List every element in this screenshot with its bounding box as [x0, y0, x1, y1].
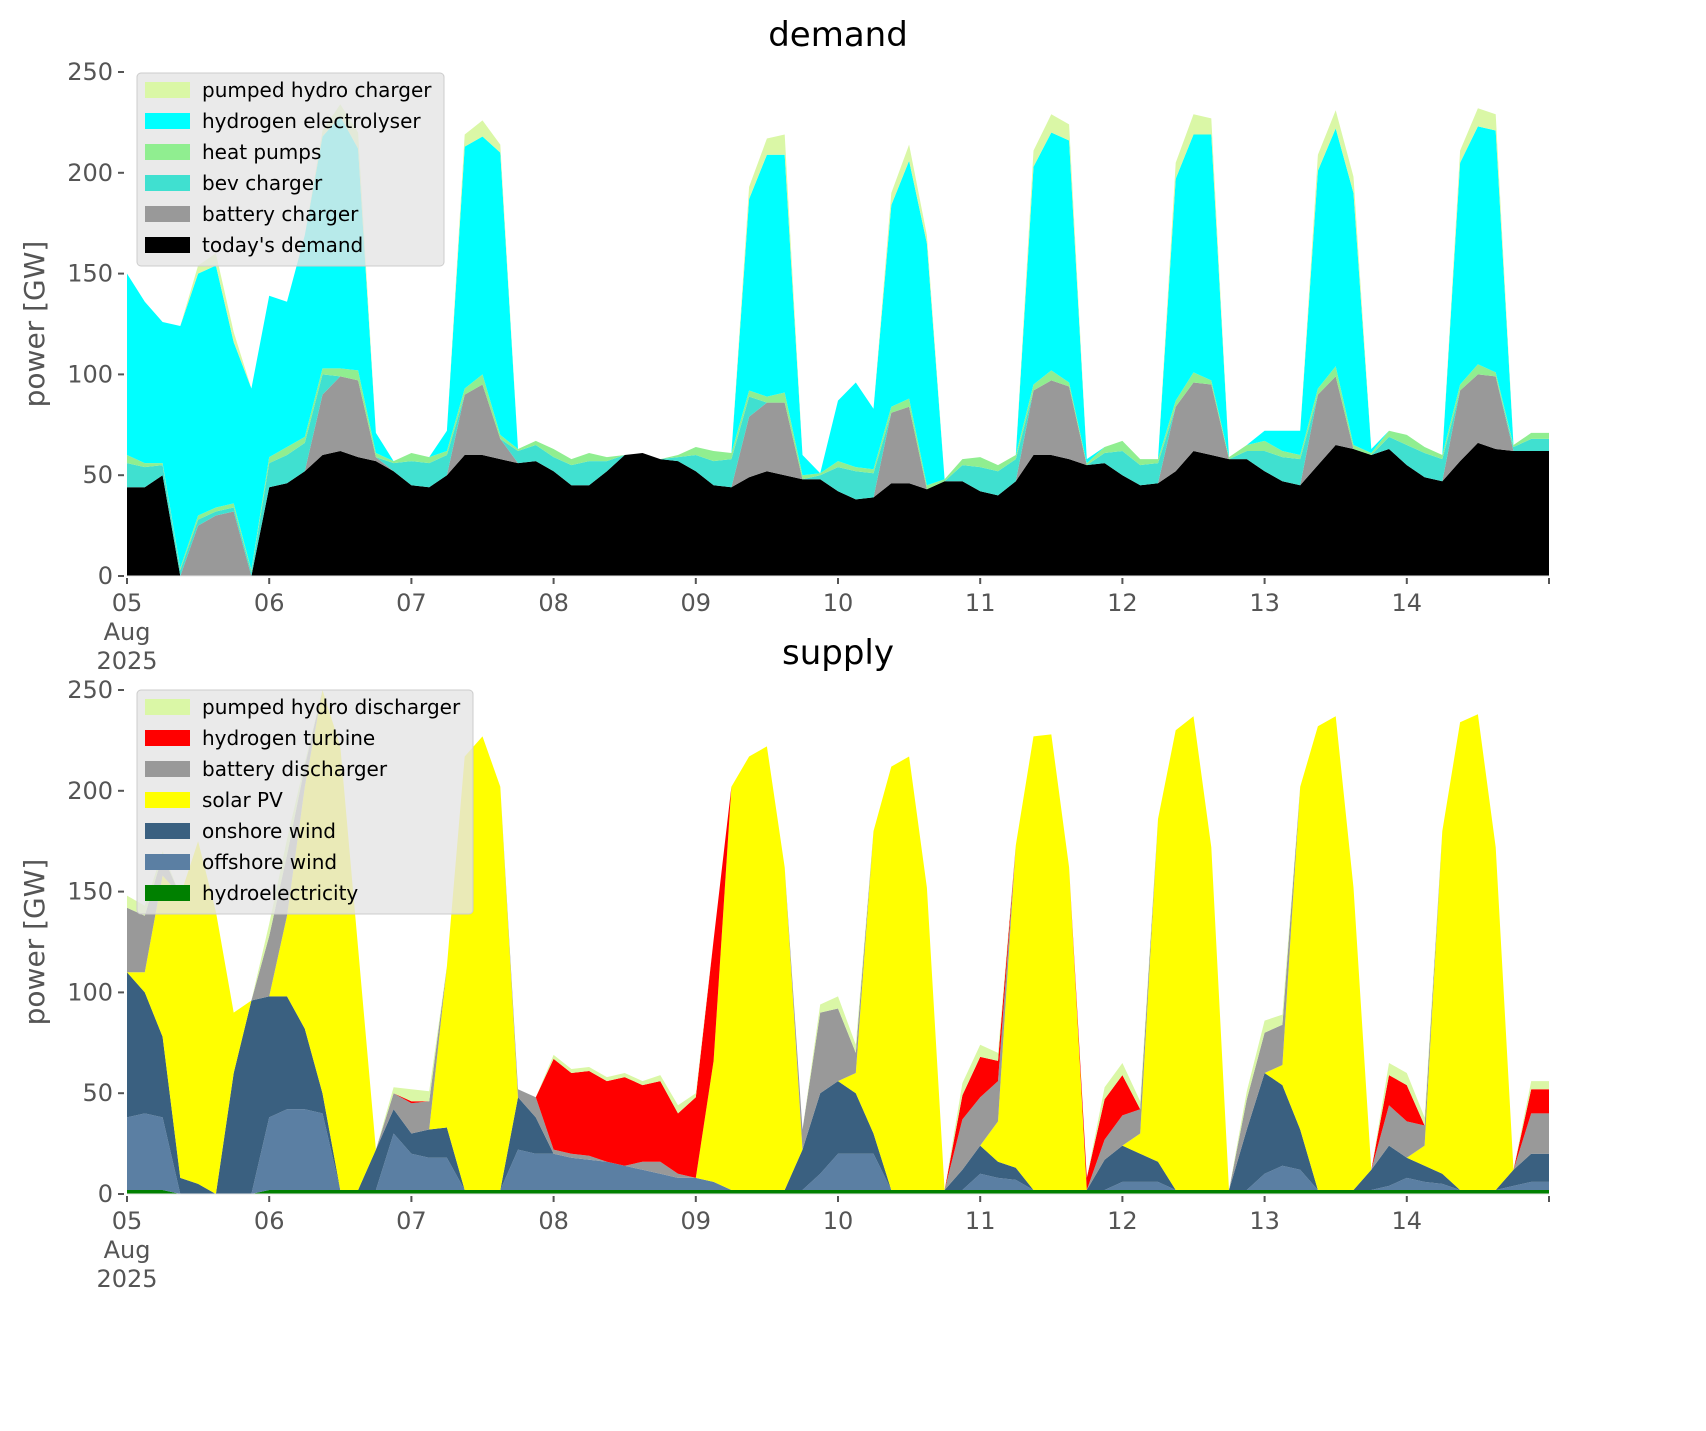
y-tick-label: 200: [67, 159, 113, 187]
area-battery-charger: [127, 374, 1549, 576]
area-hydrogen-electrolyser: [127, 116, 1549, 571]
y-tick-label: 0: [98, 562, 113, 590]
x-tick-label: 05: [112, 589, 143, 617]
x-tick-label: 10: [823, 1207, 854, 1235]
x-tick-label: Aug: [104, 618, 151, 646]
area-today-s-demand: [127, 442, 1549, 576]
legend-box: [136, 72, 445, 267]
legend-box: [136, 689, 474, 915]
legend: pumped hydro discharger hydrogen turbine b…: [136, 689, 474, 915]
x-tick-label: 09: [681, 589, 712, 617]
legend-label: today's demand: [202, 233, 363, 257]
x-tick-label: 11: [965, 1207, 996, 1235]
legend-label: battery discharger: [202, 757, 388, 781]
y-tick-label: 250: [67, 58, 113, 86]
x-tick-label: 08: [538, 589, 569, 617]
x-tick-label: 07: [396, 1207, 427, 1235]
area-onshore-wind: [127, 972, 1549, 1194]
legend: pumped hydro charger hydrogen electrolyse…: [136, 72, 445, 267]
y-tick-label: 100: [67, 360, 113, 388]
x-tick-label: 07: [396, 589, 427, 617]
legend-label: onshore wind: [202, 819, 336, 843]
x-tick-label: 14: [1392, 1207, 1423, 1235]
legend-swatch: [145, 82, 190, 98]
x-tick-label: 06: [254, 589, 285, 617]
legend-swatch: [145, 761, 190, 777]
area-offshore-wind: [127, 1109, 1549, 1194]
legend-label: hydroelectricity: [202, 881, 358, 905]
legend-swatch: [145, 854, 190, 870]
y-axis-label: power [GW]: [18, 241, 51, 408]
y-tick-label: 100: [67, 978, 113, 1006]
legend-swatch: [145, 699, 190, 715]
x-tick-label: 13: [1249, 1207, 1280, 1235]
legend-label: solar PV: [202, 788, 283, 812]
area-hydroelectricity: [127, 1190, 1549, 1194]
area-solar-pv: [127, 690, 1549, 1194]
legend-swatch: [145, 113, 190, 129]
area-battery-discharger: [127, 690, 1549, 1190]
legend-label: pumped hydro charger: [202, 78, 432, 102]
x-tick-label: 06: [254, 1207, 285, 1235]
y-tick-label: 50: [82, 1079, 113, 1107]
legend-swatch: [145, 823, 190, 839]
x-tick-label: 2025: [96, 1265, 157, 1293]
legend-swatch: [145, 206, 190, 222]
x-tick-label: 05: [112, 1207, 143, 1235]
legend-swatch: [145, 792, 190, 808]
legend-swatch: [145, 237, 190, 253]
chart-title: demand: [768, 15, 908, 55]
x-tick-label: 10: [823, 589, 854, 617]
legend-swatch: [145, 175, 190, 191]
legend-label: heat pumps: [202, 140, 321, 164]
legend-label: bev charger: [202, 171, 323, 195]
x-tick-label: 12: [1107, 589, 1138, 617]
x-tick-label: 13: [1249, 589, 1280, 617]
x-tick-label: 2025: [96, 647, 157, 675]
legend-swatch: [145, 885, 190, 901]
legend-swatch: [145, 730, 190, 746]
chart-title: supply: [782, 633, 894, 673]
y-tick-label: 150: [67, 260, 113, 288]
y-tick-label: 50: [82, 461, 113, 489]
x-tick-label: Aug: [104, 1236, 151, 1264]
x-tick-label: 09: [681, 1207, 712, 1235]
y-tick-label: 0: [98, 1180, 113, 1208]
y-tick-label: 250: [67, 676, 113, 704]
legend-label: battery charger: [202, 202, 359, 226]
x-tick-label: 08: [538, 1207, 569, 1235]
legend-label: offshore wind: [202, 850, 337, 874]
legend-label: hydrogen turbine: [202, 726, 375, 750]
x-tick-label: 11: [965, 589, 996, 617]
area-bev-charger: [127, 374, 1549, 576]
x-tick-label: 12: [1107, 1207, 1138, 1235]
legend-label: hydrogen electrolyser: [202, 109, 421, 133]
legend-label: pumped hydro discharger: [202, 695, 461, 719]
chart-demand: demand 0 50 100 150 200 250 power [GW] 05Aug2025…: [18, 15, 1550, 675]
legend-swatch: [145, 144, 190, 160]
y-tick-label: 200: [67, 777, 113, 805]
x-tick-label: 14: [1392, 589, 1423, 617]
y-axis-label: power [GW]: [18, 859, 51, 1026]
y-tick-label: 150: [67, 878, 113, 906]
